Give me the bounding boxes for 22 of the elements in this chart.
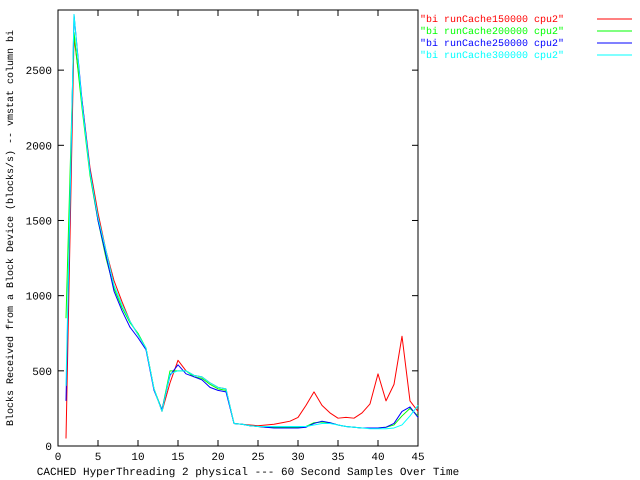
- y-tick-label: 2000: [26, 141, 52, 154]
- y-tick-label: 0: [45, 442, 52, 454]
- x-tick-label: 20: [211, 452, 225, 464]
- x-tick-label: 40: [371, 452, 385, 464]
- y-tick-label: 1500: [26, 216, 52, 228]
- text: "bi runCache250000 cpu2": [420, 38, 564, 50]
- y-tick-label: 1000: [26, 292, 52, 304]
- x-tick-label: 30: [291, 452, 305, 464]
- y-tick-label: 500: [32, 366, 52, 379]
- text: "bi runCache200000 cpu2": [420, 26, 564, 38]
- x-tick-label: 5: [94, 452, 102, 464]
- x-tick-label: 0: [54, 452, 62, 464]
- text: "bi runCache300000 cpu2": [420, 50, 564, 62]
- y-axis-title: Blocks Received from a Block Device (blocks/s) -- vmstat column bi: [5, 30, 17, 426]
- text: "bi runCache150000 cpu2": [420, 14, 564, 26]
- x-axis-title: CACHED HyperThreading 2 physical --- 60 Second Samples Over Time: [36, 467, 460, 479]
- x-tick-label: 35: [331, 452, 345, 464]
- x-tick-label: 45: [411, 452, 425, 464]
- x-tick-label: 15: [171, 452, 185, 464]
- x-tick-label: 25: [251, 452, 265, 464]
- x-tick-label: 10: [131, 452, 145, 464]
- y-tick-label: 2500: [26, 66, 52, 78]
